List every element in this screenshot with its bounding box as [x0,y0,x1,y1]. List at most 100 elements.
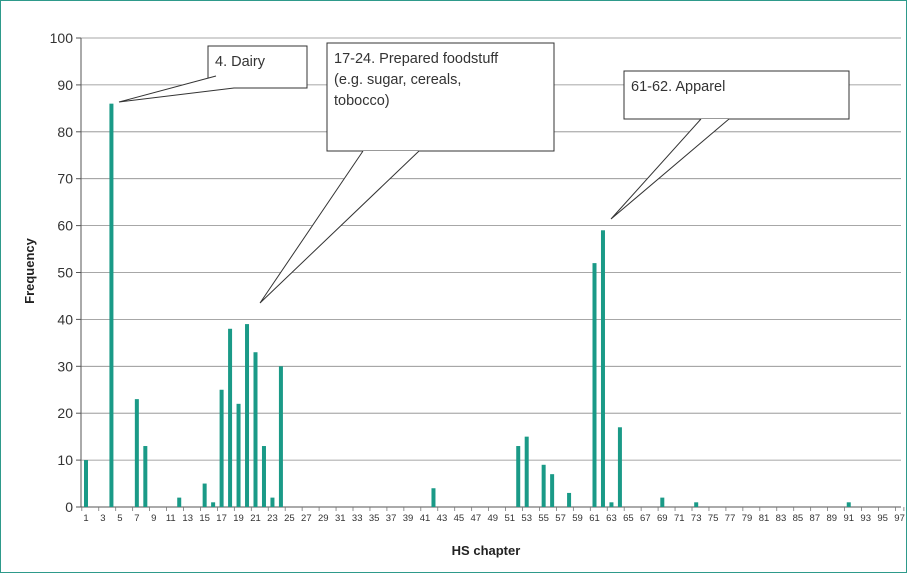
y-tick-label: 60 [57,218,73,234]
x-tick-label: 47 [471,513,482,524]
x-tick-label: 75 [708,513,719,524]
x-tick-label: 41 [420,513,431,524]
x-tick-label: 77 [725,513,736,524]
y-tick-label: 50 [57,265,73,281]
x-tick-label: 43 [437,513,448,524]
bar-chapter-62 [600,230,605,508]
x-tick-label: 29 [318,513,329,524]
x-tick-label: 33 [352,513,363,524]
x-tick-label: 31 [335,513,346,524]
bar-chapter-7 [134,399,139,507]
bar-chapter-61 [592,263,597,507]
x-tick-label: 59 [572,513,583,524]
x-tick-label: 25 [284,513,295,524]
x-tick-label: 17 [216,513,227,524]
bar-chapter-52 [516,446,521,507]
y-axis-ticks: 0 10 20 30 40 50 60 70 80 90 100 [50,30,81,515]
x-tick-label: 13 [182,513,193,524]
callout-pointer [610,118,730,220]
callout-2: 17-24. Prepared foodstuff (e.g. sugar, ce… [259,42,555,304]
x-tick-label: 11 [166,513,176,524]
callout-3: 61-62. Apparel [610,70,850,220]
y-tick-label: 0 [65,499,73,515]
callout-box [207,45,308,89]
callout-text: tobocco) [334,93,390,109]
y-tick-label: 100 [50,30,74,46]
bar-chapter-63 [609,502,614,507]
x-tick-label: 71 [674,513,685,524]
x-tick-label: 83 [776,513,787,524]
bar-chapter-21 [253,352,258,507]
bar-chapter-55 [541,464,546,507]
bar-chapter-4 [109,103,114,507]
x-tick-label: 45 [454,513,465,524]
x-tick-label: 3 [100,513,105,524]
bar-chapter-19 [236,403,241,507]
x-tick-label: 93 [860,513,871,524]
x-tick-label: 5 [117,513,122,524]
x-tick-label: 7 [134,513,139,524]
x-tick-label: 23 [267,513,278,524]
bar-chapter-8 [143,446,148,507]
bar-chapter-12 [177,497,182,507]
x-tick-label: 89 [827,513,838,524]
x-tick-label: 65 [623,513,634,524]
bar-chapter-73 [694,502,699,507]
bar-chapter-15 [202,483,207,507]
y-tick-label: 70 [57,171,73,187]
x-tick-label: 9 [151,513,156,524]
bar-chapter-42 [431,488,436,507]
y-tick-label: 80 [57,124,73,140]
bar-chapter-24 [278,366,283,507]
x-tick-label: 69 [657,513,668,524]
y-tick-label: 40 [57,311,73,327]
y-tick-label: 20 [57,405,73,421]
x-tick-label: 1 [83,513,88,524]
bar-chapter-58 [567,492,572,507]
annotations: 4. Dairy 17-24. Prepared foodstuff (e.g. s… [118,42,850,304]
x-axis-ticks: 1 3 5 7 9 11 13 15 17 19 21 23 25 27 29 31 33 35 37 39 41 43 4… [81,507,905,524]
y-axis-title: Frequency [22,237,37,304]
x-tick-label: 55 [538,513,549,524]
bars [84,103,851,508]
x-tick-label: 35 [369,513,380,524]
bar-chapter-69 [660,497,665,507]
x-tick-label: 97 [894,513,905,524]
callout-box [326,42,555,152]
x-tick-label: 73 [691,513,702,524]
bar-chapter-56 [550,474,555,507]
callout-text: 4. Dairy [215,54,266,70]
x-tick-label: 21 [250,513,261,524]
x-tick-label: 87 [810,513,821,524]
x-tick-label: 27 [301,513,312,524]
x-tick-label: 63 [606,513,617,524]
callout-text: 61-62. Apparel [631,79,725,95]
x-tick-label: 85 [793,513,804,524]
bar-chapter-53 [524,436,529,507]
callout-1: 4. Dairy [118,45,308,103]
bar-chapter-16 [211,502,216,507]
x-axis-title: HS chapter [452,543,521,558]
x-tick-label: 79 [742,513,753,524]
x-tick-label: 51 [504,513,515,524]
bar-chapter-91 [846,502,851,507]
bar-chapter-64 [617,427,622,507]
y-tick-label: 30 [57,358,73,374]
x-tick-label: 37 [386,513,397,524]
x-tick-label: 81 [759,513,770,524]
callout-text: 17-24. Prepared foodstuff [334,51,499,67]
x-tick-label: 19 [233,513,244,524]
bar-chapter-18 [228,328,233,507]
x-tick-label: 67 [640,513,651,524]
x-tick-label: 61 [589,513,600,524]
x-tick-label: 15 [199,513,210,524]
bar-chapter-17 [219,389,224,507]
y-tick-label: 90 [57,77,73,93]
callout-box [623,70,850,120]
bar-chapter-1 [84,460,88,507]
x-tick-label: 39 [403,513,414,524]
x-tick-label: 95 [877,513,888,524]
bar-chapter-23 [270,497,275,507]
